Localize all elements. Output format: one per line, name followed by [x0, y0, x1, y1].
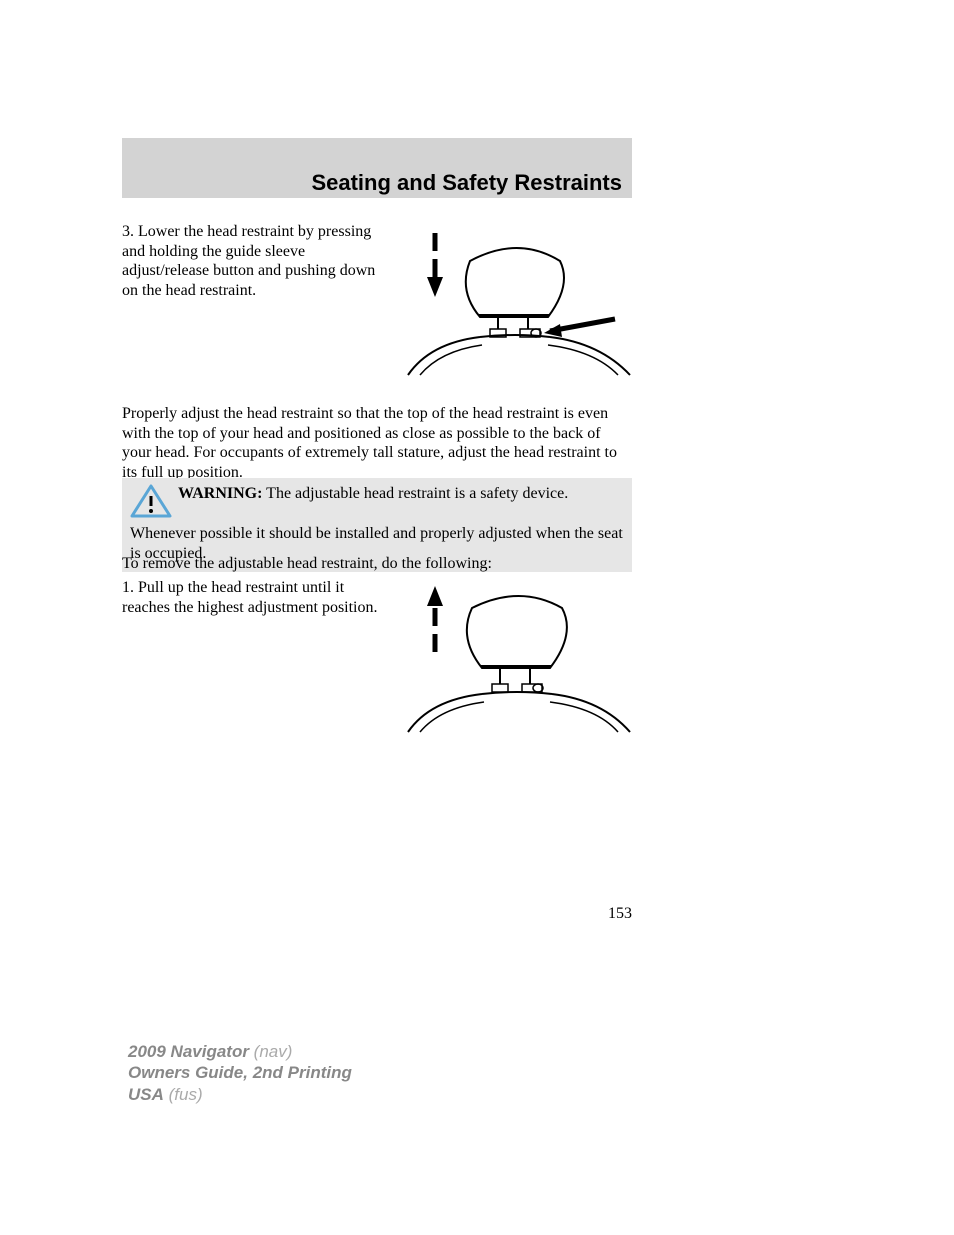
headrest-lower-diagram [400, 225, 635, 380]
warning-triangle-icon [130, 484, 172, 524]
footer-model: 2009 Navigator [128, 1042, 249, 1061]
warning-text: WARNING: The adjustable head restraint i… [130, 485, 623, 562]
footer-line-2: Owners Guide, 2nd Printing [128, 1062, 352, 1083]
page-number: 153 [122, 905, 632, 923]
footer-region: USA [128, 1085, 164, 1104]
warning-label: WARNING: [178, 485, 262, 502]
document-page: Seating and Safety Restraints 3. Lower t… [0, 0, 954, 1235]
footer-guide: Owners Guide, 2nd Printing [128, 1063, 352, 1082]
footer-line-1: 2009 Navigator (nav) [128, 1041, 352, 1062]
remove-paragraph: To remove the adjustable head restraint,… [122, 554, 632, 574]
step-1-text: 1. Pull up the head restraint until it r… [122, 578, 382, 617]
adjust-paragraph: Properly adjust the head restraint so th… [122, 404, 632, 482]
section-title: Seating and Safety Restraints [122, 170, 632, 196]
headrest-raise-diagram [400, 580, 635, 740]
step-3-text: 3. Lower the head restraint by pressing … [122, 222, 382, 300]
footer-block: 2009 Navigator (nav) Owners Guide, 2nd P… [128, 1041, 352, 1105]
footer-code-2: (fus) [164, 1085, 203, 1104]
footer-code-1: (nav) [249, 1042, 292, 1061]
footer-line-3: USA (fus) [128, 1084, 352, 1105]
